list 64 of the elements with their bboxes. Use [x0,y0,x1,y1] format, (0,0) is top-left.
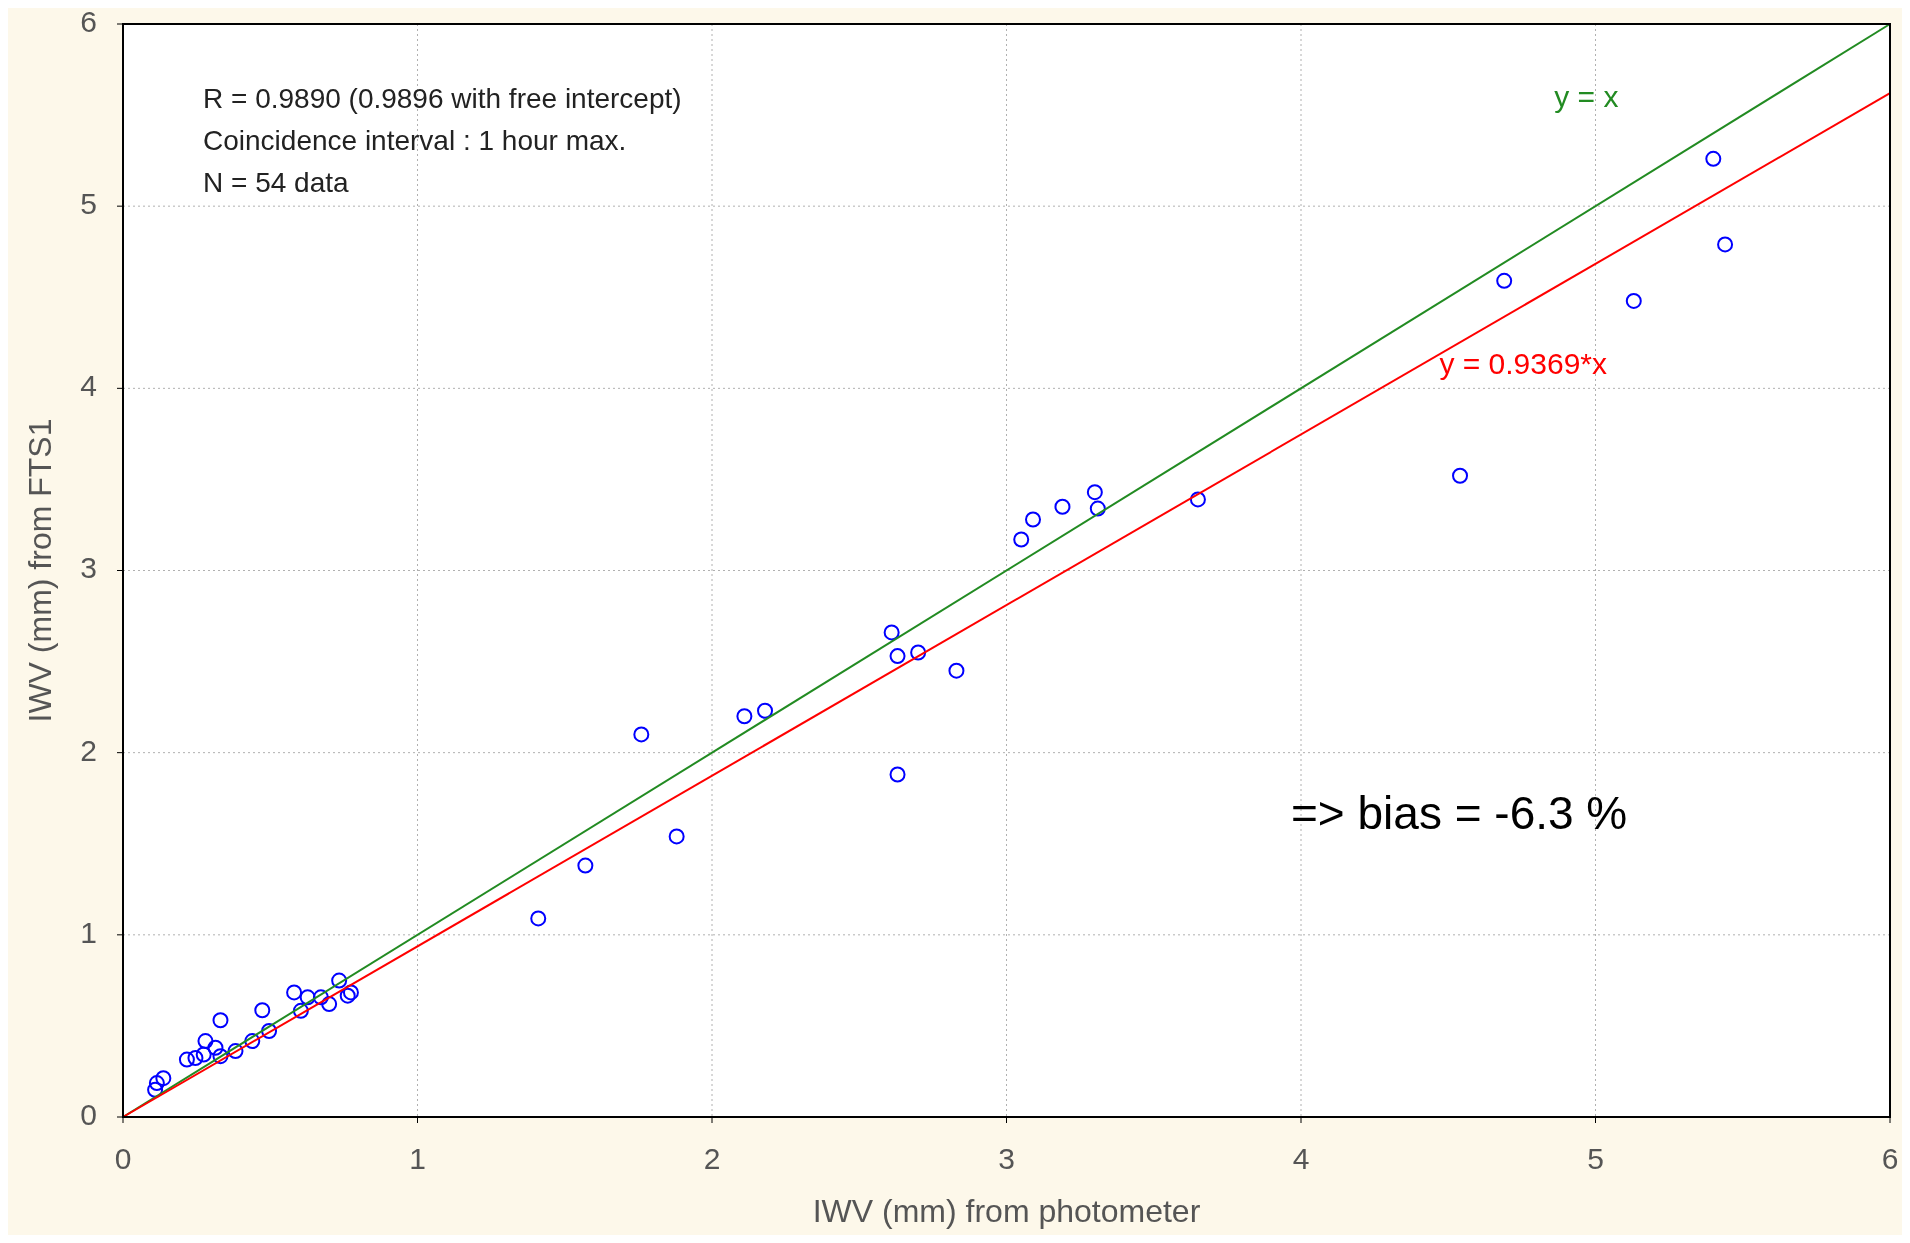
x-tick-label: 6 [1881,1142,1899,1175]
point [178,1051,195,1068]
point [244,1033,261,1050]
point [1717,236,1734,253]
series-label: y = 0.9369*x [1439,347,1608,381]
point [1013,531,1030,548]
x-axis-title: IWV (mm) from photometer [812,1193,1201,1229]
x-tick-label: 0 [114,1142,132,1175]
y-tick-label: 0 [80,1097,97,1131]
point [948,662,965,679]
point [207,1039,224,1056]
point [195,1046,212,1063]
y-tick-label: 6 [80,4,97,38]
point [668,828,685,845]
point [1625,292,1642,309]
point [883,624,900,641]
point [261,1023,278,1040]
annotation: => bias = -6.3 % [1291,787,1628,839]
x-tick-label: 2 [703,1142,721,1175]
point [910,644,927,661]
point [633,726,650,743]
point [1452,467,1469,484]
point [530,910,547,927]
y-tick-label: 4 [80,369,97,403]
point [889,766,906,783]
point [286,984,303,1001]
x-tick-label: 1 [409,1142,426,1175]
point [889,648,906,665]
point [312,989,329,1006]
y-axis-title: IWV (mm) from FTS1 [22,418,58,723]
x-tick-label: 3 [998,1142,1015,1175]
point [1496,272,1513,289]
point [187,1049,204,1066]
point [148,1075,165,1092]
annotation: R = 0.9890 (0.9896 with free intercept) [203,83,682,114]
point [321,996,338,1013]
point [197,1033,214,1050]
point [212,1012,229,1029]
x-tick-label: 4 [1292,1142,1310,1175]
point [1705,150,1722,167]
point [1025,511,1042,528]
text: y = x [1554,79,1619,113]
point [1086,484,1103,501]
point [254,1002,271,1019]
point [1189,491,1206,508]
annotation: N = 54 data [203,167,349,198]
point [147,1081,164,1098]
point [292,1002,309,1019]
point [757,702,774,719]
y-tick-label: 2 [80,733,97,767]
point [577,857,594,874]
point [227,1043,244,1060]
annotation: Coincidence interval : 1 hour max. [203,125,627,156]
y-tick-label: 3 [80,551,97,585]
point [212,1048,229,1065]
point [1054,498,1071,515]
point [1089,500,1106,517]
point [331,972,348,989]
y-tick-label: 1 [80,915,97,949]
x-tick-label: 5 [1587,1142,1604,1175]
point [155,1070,172,1087]
point [736,708,753,725]
point [299,989,316,1006]
y-tick-label: 5 [80,187,97,221]
